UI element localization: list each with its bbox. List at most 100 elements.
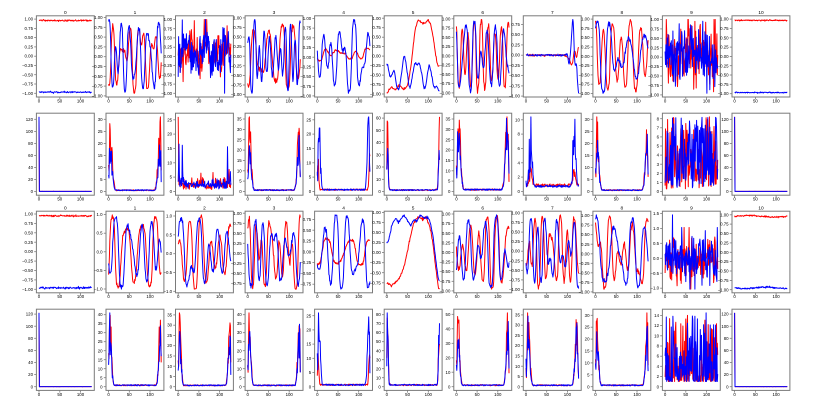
svg-text:50: 50 [753, 294, 758, 299]
svg-text:15: 15 [167, 354, 172, 359]
svg-text:50: 50 [475, 392, 480, 397]
svg-text:−0.5: −0.5 [164, 270, 173, 275]
svg-text:100: 100 [772, 197, 780, 202]
svg-text:0.25: 0.25 [25, 240, 34, 245]
svg-text:−0.25: −0.25 [509, 258, 521, 263]
svg-text:−0.5: −0.5 [650, 271, 659, 276]
svg-text:35: 35 [237, 321, 242, 326]
svg-text:−0.50: −0.50 [509, 268, 521, 273]
svg-text:0: 0 [733, 294, 736, 299]
svg-text:0.50: 0.50 [581, 35, 590, 40]
svg-text:100: 100 [425, 197, 433, 202]
svg-text:120: 120 [721, 312, 729, 317]
svg-text:0.00: 0.00 [581, 251, 590, 256]
svg-text:10: 10 [585, 165, 590, 170]
svg-text:1.00: 1.00 [25, 212, 34, 217]
svg-text:−0.25: −0.25 [370, 63, 382, 68]
svg-text:5: 5 [170, 374, 173, 379]
svg-text:0: 0 [448, 189, 451, 194]
svg-text:15: 15 [98, 357, 103, 362]
svg-text:60: 60 [376, 116, 381, 121]
svg-text:0: 0 [38, 197, 41, 202]
svg-text:−0.50: −0.50 [648, 74, 660, 79]
svg-text:0.50: 0.50 [233, 231, 242, 236]
svg-text:−0.75: −0.75 [231, 281, 243, 286]
svg-text:35: 35 [98, 321, 103, 326]
svg-text:20: 20 [167, 132, 172, 137]
svg-text:1.00: 1.00 [581, 17, 590, 22]
svg-text:4: 4 [342, 10, 345, 16]
svg-text:100: 100 [721, 129, 729, 134]
svg-text:50: 50 [196, 197, 201, 202]
svg-text:−0.25: −0.25 [439, 260, 451, 265]
svg-text:40: 40 [376, 348, 381, 353]
svg-text:−0.75: −0.75 [300, 84, 312, 89]
svg-text:0: 0 [594, 98, 597, 103]
svg-text:100: 100 [703, 392, 711, 397]
svg-text:100: 100 [703, 294, 711, 299]
svg-text:20: 20 [237, 148, 242, 153]
svg-text:50: 50 [614, 197, 619, 202]
svg-text:100: 100 [146, 294, 154, 299]
svg-text:1.00: 1.00 [372, 16, 381, 21]
svg-text:50: 50 [266, 392, 271, 397]
svg-text:0.50: 0.50 [581, 232, 590, 237]
svg-text:0: 0 [657, 189, 660, 194]
svg-text:−0.50: −0.50 [439, 269, 451, 274]
svg-text:2: 2 [657, 374, 660, 379]
svg-text:−0.75: −0.75 [439, 81, 451, 86]
svg-text:7: 7 [551, 10, 554, 16]
svg-text:0.75: 0.75 [164, 26, 173, 31]
svg-text:−0.25: −0.25 [718, 63, 730, 68]
svg-text:0.00: 0.00 [651, 55, 660, 60]
svg-text:0.25: 0.25 [720, 240, 729, 245]
svg-text:0: 0 [664, 392, 667, 397]
svg-text:1: 1 [134, 206, 137, 212]
svg-text:50: 50 [405, 294, 410, 299]
svg-text:20: 20 [724, 372, 729, 377]
svg-text:30: 30 [237, 127, 242, 132]
svg-text:−0.25: −0.25 [718, 259, 730, 264]
svg-text:−0.25: −0.25 [22, 63, 34, 68]
svg-text:1.00: 1.00 [720, 212, 729, 217]
svg-text:100: 100 [146, 392, 154, 397]
svg-text:1.00: 1.00 [442, 212, 451, 217]
svg-text:0.50: 0.50 [372, 35, 381, 40]
svg-text:20: 20 [724, 177, 729, 182]
svg-text:0.00: 0.00 [25, 54, 34, 59]
svg-text:50: 50 [614, 98, 619, 103]
svg-text:100: 100 [703, 98, 711, 103]
svg-text:−0.75: −0.75 [161, 82, 173, 87]
svg-text:50: 50 [683, 294, 688, 299]
svg-text:0.75: 0.75 [233, 25, 242, 30]
svg-text:0: 0 [726, 384, 729, 389]
svg-text:50: 50 [683, 98, 688, 103]
svg-text:70: 70 [376, 321, 381, 326]
svg-text:15: 15 [585, 349, 590, 354]
svg-text:−0.50: −0.50 [579, 72, 591, 77]
svg-text:10: 10 [654, 333, 659, 338]
svg-text:0.75: 0.75 [511, 22, 520, 27]
svg-text:0: 0 [733, 392, 736, 397]
svg-text:20: 20 [237, 348, 242, 353]
svg-text:−0.50: −0.50 [22, 72, 34, 77]
svg-text:−1.00: −1.00 [22, 287, 34, 292]
svg-text:40: 40 [724, 165, 729, 170]
svg-text:25: 25 [167, 117, 172, 122]
svg-text:0: 0 [386, 294, 389, 299]
svg-text:50: 50 [753, 197, 758, 202]
svg-text:50: 50 [57, 294, 62, 299]
svg-text:25: 25 [515, 333, 520, 338]
svg-text:25: 25 [98, 129, 103, 134]
svg-text:10: 10 [758, 206, 764, 212]
svg-text:0.50: 0.50 [94, 35, 103, 40]
svg-text:100: 100 [772, 392, 780, 397]
svg-text:1.00: 1.00 [511, 211, 520, 216]
svg-text:0: 0 [455, 294, 458, 299]
svg-text:10: 10 [376, 375, 381, 380]
svg-text:0: 0 [246, 392, 249, 397]
svg-text:−0.50: −0.50 [300, 74, 312, 79]
svg-text:0.25: 0.25 [94, 44, 103, 49]
svg-text:25: 25 [446, 137, 451, 142]
svg-text:−0.50: −0.50 [579, 270, 591, 275]
